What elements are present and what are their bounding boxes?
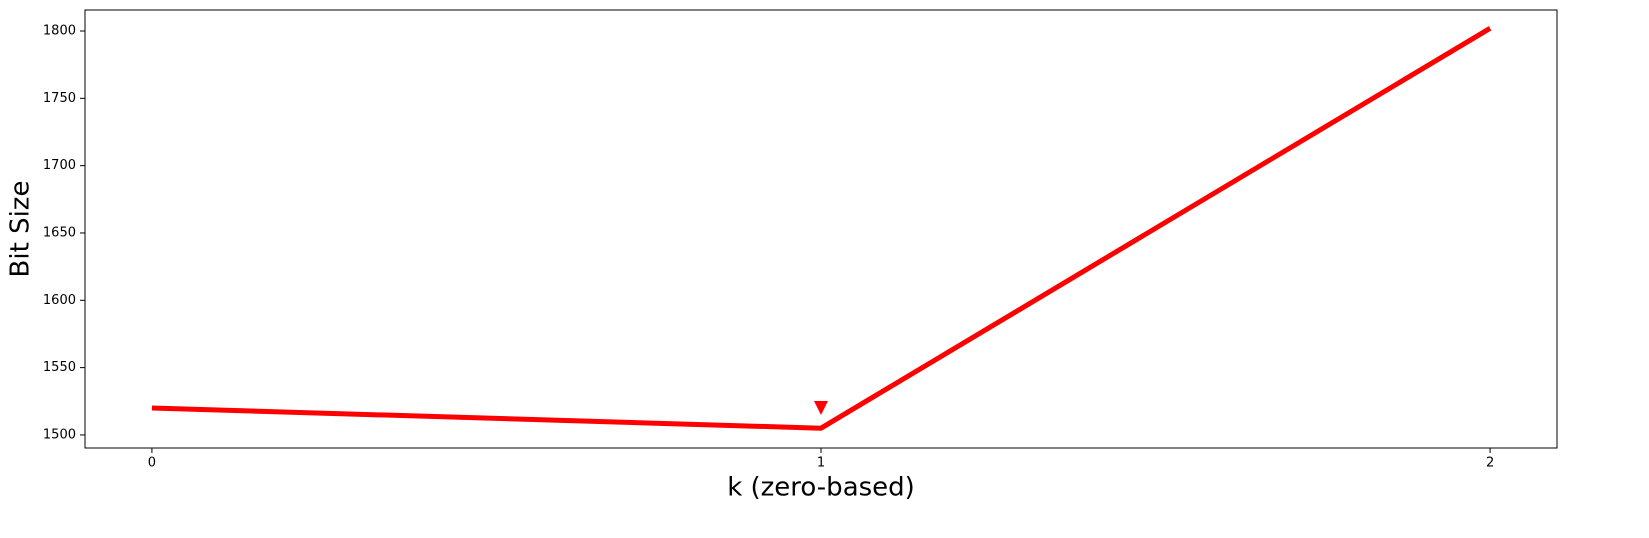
x-tick-label: 0 (148, 456, 156, 471)
y-tick-label: 1650 (43, 225, 76, 240)
y-tick-label: 1750 (43, 91, 76, 106)
data-line (151, 26, 1492, 431)
y-tick-label: 1500 (43, 427, 76, 442)
y-tick-label: 1700 (43, 158, 76, 173)
y-axis-label: Bit Size (6, 181, 36, 278)
min-marker (814, 401, 828, 416)
y-tick-label: 1600 (43, 293, 76, 308)
x-axis-label: k (zero-based) (727, 473, 915, 503)
plot-frame (84, 9, 1558, 449)
x-tick-label: 2 (1486, 456, 1494, 471)
y-tick-label: 1550 (43, 360, 76, 375)
x-tick-label: 1 (817, 456, 825, 471)
y-tick-label: 1800 (43, 24, 76, 39)
